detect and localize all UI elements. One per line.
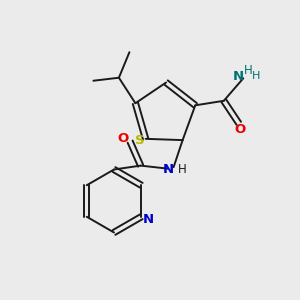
Text: H: H bbox=[178, 163, 186, 176]
Text: S: S bbox=[135, 134, 145, 147]
Text: N: N bbox=[142, 213, 153, 226]
Text: O: O bbox=[235, 123, 246, 136]
Text: H: H bbox=[243, 64, 252, 77]
Text: O: O bbox=[117, 131, 128, 145]
Text: N: N bbox=[163, 163, 174, 176]
Text: H: H bbox=[252, 71, 260, 81]
Text: N: N bbox=[233, 70, 244, 83]
